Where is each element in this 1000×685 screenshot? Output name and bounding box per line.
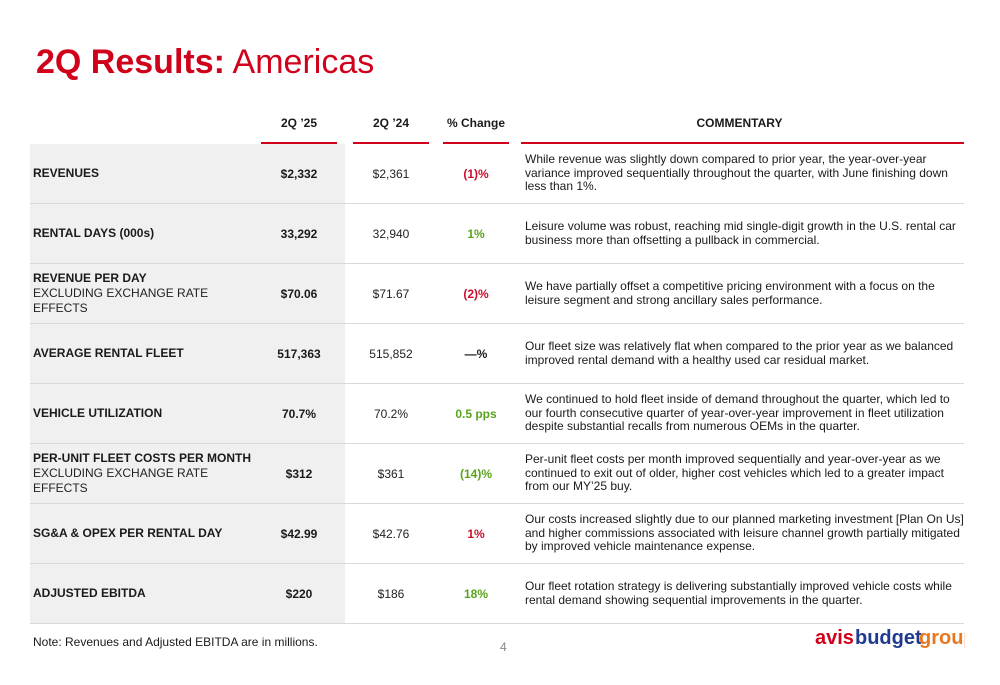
metric-name: REVENUES <box>33 166 100 180</box>
table-row: REVENUES $2,332 $2,361 (1)% While revenue wa… <box>30 144 964 204</box>
commentary-text: Per-unit fleet costs per month improved … <box>515 444 964 504</box>
metric-cell: RENTAL DAYS (000s) <box>30 204 253 264</box>
table-row: REVENUE PER DAY EXCLUDING EXCHANGE RATE E… <box>30 264 964 324</box>
header-commentary: COMMENTARY <box>515 102 964 144</box>
page-title: 2Q Results: Americas <box>36 40 374 84</box>
value-change: 18% <box>437 564 515 624</box>
value-q25: $220 <box>253 564 345 624</box>
metric-cell: VEHICLE UTILIZATION <box>30 384 253 444</box>
metric-cell: SG&A & OPEX PER RENTAL DAY <box>30 504 253 564</box>
logo-word-avis: avis <box>815 627 854 649</box>
header-q24-underline <box>353 142 429 144</box>
value-q25: 517,363 <box>253 324 345 384</box>
value-q24: 32,940 <box>345 204 437 264</box>
value-q25: $42.99 <box>253 504 345 564</box>
commentary-text: While revenue was slightly down compared… <box>515 144 964 204</box>
value-change: (2)% <box>437 264 515 324</box>
metric-subtitle: EXCLUDING EXCHANGE RATE EFFECTS <box>33 286 209 315</box>
metric-cell: AVERAGE RENTAL FLEET <box>30 324 253 384</box>
logo-word-budget: budget <box>855 627 922 649</box>
value-q24: $42.76 <box>345 504 437 564</box>
value-q25: $2,332 <box>253 144 345 204</box>
value-change: —% <box>437 324 515 384</box>
metric-name: VEHICLE UTILIZATION <box>33 406 163 420</box>
header-change: % Change <box>437 102 515 144</box>
value-q25: $312 <box>253 444 345 504</box>
commentary-text: Our fleet rotation strategy is deliverin… <box>515 564 964 624</box>
header-q25-underline <box>261 142 337 144</box>
metric-name: AVERAGE RENTAL FLEET <box>33 346 184 360</box>
value-change: 1% <box>437 204 515 264</box>
metric-subtitle: EXCLUDING EXCHANGE RATE EFFECTS <box>33 466 209 495</box>
metric-name: SG&A & OPEX PER RENTAL DAY <box>33 526 223 540</box>
value-q25: 70.7% <box>253 384 345 444</box>
table-row: PER-UNIT FLEET COSTS PER MONTH EXCLUDING … <box>30 444 964 504</box>
metric-cell: REVENUES <box>30 144 253 204</box>
value-q24: $186 <box>345 564 437 624</box>
metric-cell: PER-UNIT FLEET COSTS PER MONTH EXCLUDING … <box>30 444 253 504</box>
value-q24: $361 <box>345 444 437 504</box>
value-change: (1)% <box>437 144 515 204</box>
metric-cell: ADJUSTED EBITDA <box>30 564 253 624</box>
commentary-text: Leisure volume was robust, reaching mid … <box>515 204 964 264</box>
metric-name: RENTAL DAYS (000s) <box>33 226 155 240</box>
title-region: Americas <box>232 43 375 81</box>
value-q25: $70.06 <box>253 264 345 324</box>
header-q25: 2Q ’25 <box>253 102 345 144</box>
title-bold: 2Q Results: <box>36 43 225 81</box>
metric-cell: REVENUE PER DAY EXCLUDING EXCHANGE RATE E… <box>30 264 253 324</box>
commentary-text: We have partially offset a competitive p… <box>515 264 964 324</box>
page-number: 4 <box>500 640 507 654</box>
header-commentary-underline <box>521 142 964 144</box>
metric-name: PER-UNIT FLEET COSTS PER MONTH <box>33 451 252 465</box>
table-row: AVERAGE RENTAL FLEET 517,363 515,852 —% Our … <box>30 324 964 384</box>
header-change-underline <box>443 142 509 144</box>
table-row: SG&A & OPEX PER RENTAL DAY $42.99 $42.76 1%… <box>30 504 964 564</box>
metric-name: ADJUSTED EBITDA <box>33 586 146 600</box>
value-q24: $2,361 <box>345 144 437 204</box>
value-q24: 515,852 <box>345 324 437 384</box>
value-change: (14)% <box>437 444 515 504</box>
metric-name: REVENUE PER DAY <box>33 271 147 285</box>
commentary-text: Our fleet size was relatively flat when … <box>515 324 964 384</box>
table-row: RENTAL DAYS (000s) 33,292 32,940 1% Leisure … <box>30 204 964 264</box>
header-metric <box>30 102 253 144</box>
logo-word-group: group <box>919 627 965 649</box>
commentary-text: We continued to hold fleet inside of dem… <box>515 384 964 444</box>
value-q25: 33,292 <box>253 204 345 264</box>
value-q24: $71.67 <box>345 264 437 324</box>
commentary-text: Our costs increased slightly due to our … <box>515 504 964 564</box>
header-q24: 2Q ’24 <box>345 102 437 144</box>
footnote: Note: Revenues and Adjusted EBITDA are i… <box>33 635 318 649</box>
results-table: 2Q ’25 2Q ’24 % Change COMMENTARY REVENU… <box>30 102 964 624</box>
table-row: VEHICLE UTILIZATION 70.7% 70.2% 0.5 pps We c… <box>30 384 964 444</box>
table-header-row: 2Q ’25 2Q ’24 % Change COMMENTARY <box>30 102 964 144</box>
value-q24: 70.2% <box>345 384 437 444</box>
table-row: ADJUSTED EBITDA $220 $186 18% Our fleet rota… <box>30 564 964 624</box>
value-change: 0.5 pps <box>437 384 515 444</box>
value-change: 1% <box>437 504 515 564</box>
avis-budget-group-logo: avis budget group <box>815 627 965 649</box>
